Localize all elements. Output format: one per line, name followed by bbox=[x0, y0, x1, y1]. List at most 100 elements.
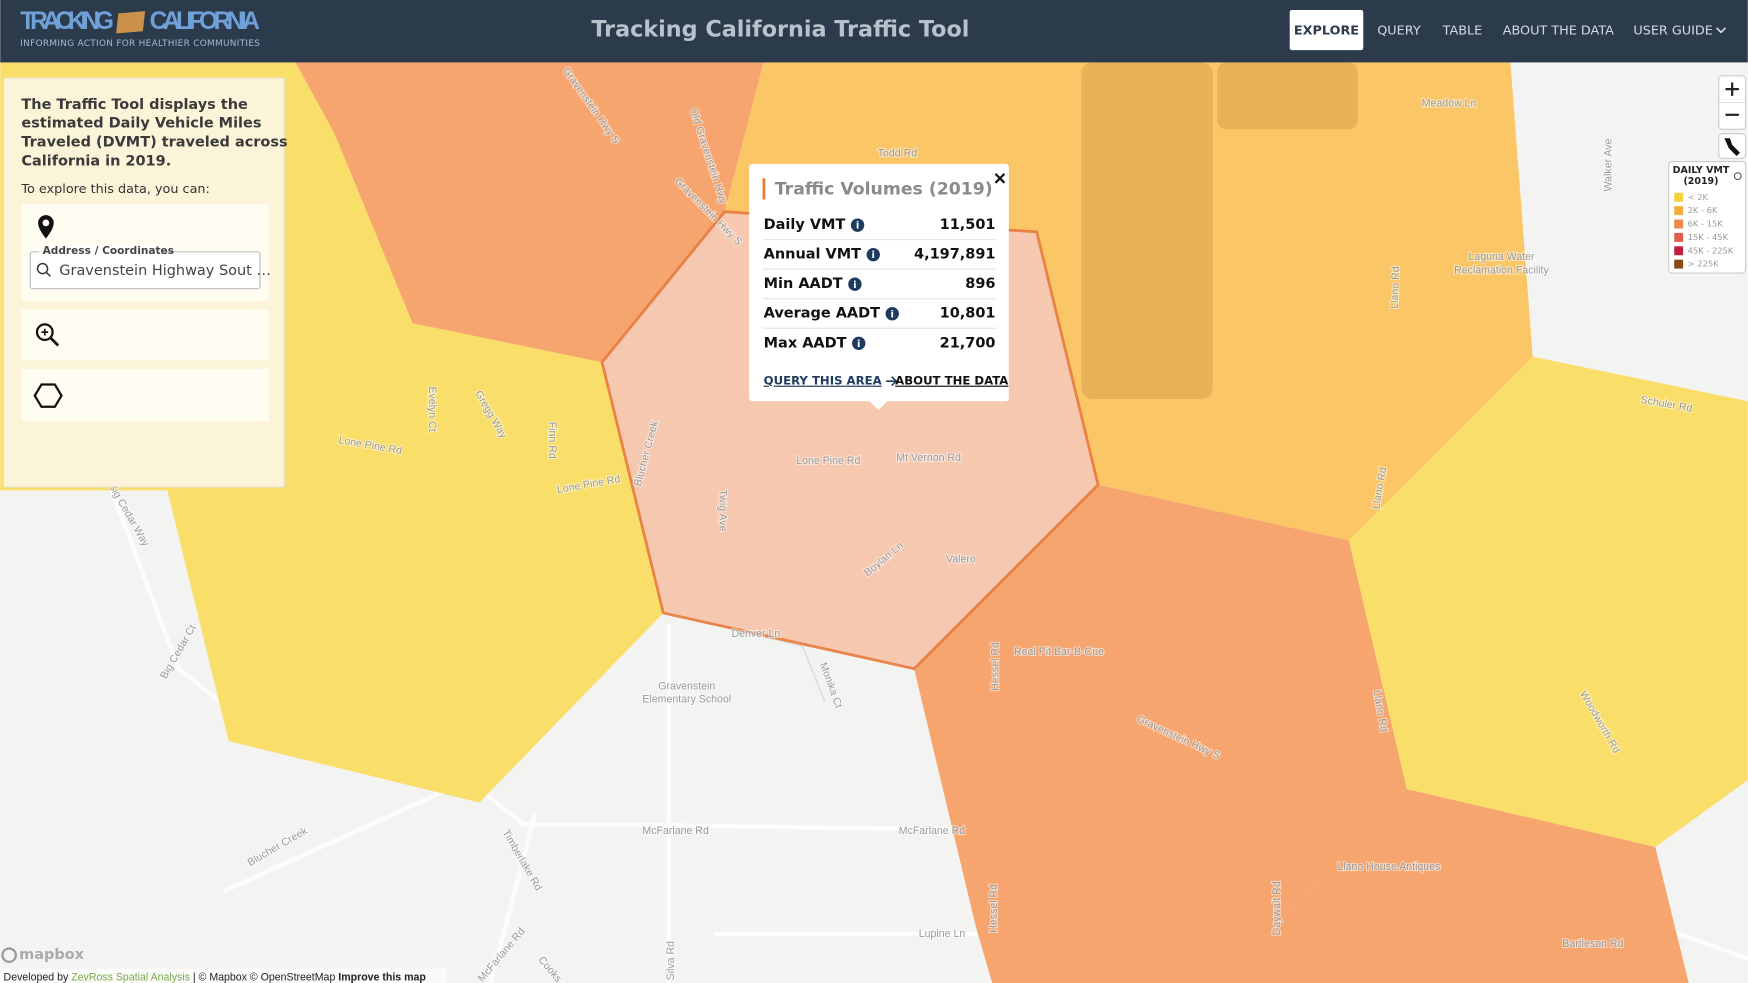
map-label: Elementary School bbox=[642, 694, 731, 706]
popup-content: Traffic Volumes (2019) Daily VMT i 11,501 An… bbox=[762, 179, 1008, 388]
zoom-icon bbox=[41, 328, 49, 336]
map-label: Daywalt Rd bbox=[1271, 881, 1283, 935]
map-label: Bartleson Rd bbox=[1562, 938, 1623, 950]
logo-tagline: INFORMING ACTION FOR HEALTHIER COMMUNITI… bbox=[20, 39, 260, 49]
hexagon[interactable] bbox=[914, 484, 1407, 983]
stat-label: Max AADT bbox=[764, 335, 847, 351]
nav-item[interactable]: ABOUT THE DATA bbox=[1503, 24, 1614, 39]
intro-text: California in 2019. bbox=[21, 154, 171, 170]
legend-label: 45K - 225K bbox=[1688, 245, 1734, 255]
map-label: Valero bbox=[946, 553, 976, 565]
hexagon[interactable] bbox=[1348, 356, 1748, 848]
map-label: Meadow Ln bbox=[1422, 97, 1477, 109]
popup-tip bbox=[869, 401, 888, 411]
prompt-text: To explore this data, you can: bbox=[20, 182, 209, 197]
legend-swatch bbox=[1674, 192, 1684, 202]
map-label: Llano House Antiques bbox=[1337, 861, 1440, 873]
zoom-icon bbox=[35, 323, 54, 342]
map-label: Twig Ave bbox=[717, 489, 729, 531]
info-icon-glyph: i bbox=[853, 280, 856, 291]
info-icon[interactable] bbox=[852, 336, 866, 350]
chevron-icon bbox=[1715, 27, 1727, 34]
map-label: Denver Ln bbox=[731, 628, 780, 640]
info-icon[interactable] bbox=[885, 307, 899, 321]
legend-swatch bbox=[1674, 259, 1684, 269]
hexagon[interactable] bbox=[1220, 789, 1689, 983]
zoom-in-button[interactable] bbox=[1725, 82, 1739, 96]
info-icon[interactable] bbox=[866, 247, 880, 262]
popup bbox=[749, 163, 1009, 402]
attribution-prefix: Developed by bbox=[4, 971, 69, 983]
stat-value: 10,801 bbox=[940, 306, 996, 322]
improve-link[interactable]: Improve this map bbox=[338, 971, 426, 983]
map-label: Real Pit Bar-B-Cue bbox=[1014, 646, 1104, 658]
intro-text: estimated Daily Vehicle Miles bbox=[21, 116, 261, 132]
map-label: Evelyn Ct bbox=[426, 386, 438, 431]
search-value[interactable]: Gravenstein Highway Sout … bbox=[59, 263, 271, 279]
map-label: Lone Pine Rd bbox=[796, 455, 860, 467]
stat-label: Min AADT bbox=[764, 276, 843, 292]
nav-item[interactable]: QUERY bbox=[1377, 24, 1421, 39]
legend-title: DAILY VMT bbox=[1673, 165, 1730, 176]
map-label: Reclamation Facility bbox=[1454, 265, 1549, 277]
map-label: Silva Rd bbox=[665, 941, 677, 981]
stat-value: 4,197,891 bbox=[914, 247, 995, 263]
map-area bbox=[1217, 62, 1358, 130]
legend-swatch bbox=[1674, 206, 1684, 216]
app-title: Tracking California Traffic Tool bbox=[591, 17, 969, 43]
tool-icon bbox=[1724, 138, 1740, 157]
stat-label: Annual VMT bbox=[764, 247, 861, 263]
map-label: McFarlane Rd bbox=[642, 825, 709, 837]
info-icon[interactable] bbox=[848, 277, 862, 291]
arrow-icon bbox=[886, 376, 898, 387]
nav-active-box[interactable] bbox=[1289, 10, 1364, 51]
info-icon-glyph: i bbox=[857, 339, 860, 350]
map-label: Laguna Water bbox=[1468, 251, 1535, 263]
mapbox-logo: mapbox bbox=[19, 947, 84, 963]
close-button[interactable] bbox=[994, 173, 1006, 184]
logo-word: TRACKING bbox=[20, 8, 114, 35]
map-label: Walker Ave bbox=[1602, 138, 1614, 191]
stat-value: 896 bbox=[965, 276, 995, 292]
nav-item[interactable]: EXPLORE bbox=[1294, 24, 1359, 39]
label-backdrop bbox=[39, 245, 165, 257]
info-icon-glyph: i bbox=[891, 309, 894, 320]
info-icon-glyph: i bbox=[872, 250, 875, 261]
legend-toggle[interactable] bbox=[1733, 172, 1742, 180]
popup-title: Traffic Volumes (2019) bbox=[775, 179, 993, 199]
nav-item[interactable]: TABLE bbox=[1442, 24, 1483, 39]
legend-label: < 2K bbox=[1688, 192, 1709, 202]
info-icon[interactable] bbox=[850, 218, 865, 232]
stat-value: 21,700 bbox=[940, 335, 996, 351]
nav-item[interactable]: USER GUIDE bbox=[1633, 24, 1713, 39]
map-label: Finn Rd bbox=[546, 422, 558, 459]
legend-label: 2K - 6K bbox=[1688, 205, 1718, 215]
legend-content: DAILY VMT(2019) < 2K 2K - 6K 6K - 15K 15K - … bbox=[1673, 165, 1734, 269]
popup-link[interactable]: ABOUT THE DATA bbox=[895, 374, 1008, 388]
logo-icon bbox=[116, 11, 146, 34]
legend-label: > 225K bbox=[1688, 259, 1720, 269]
hexagon[interactable] bbox=[295, 62, 764, 363]
stat-value: 11,501 bbox=[940, 217, 996, 233]
map-label: Llano Rd bbox=[1389, 266, 1402, 309]
attribution-bar bbox=[0, 968, 447, 983]
popup-link[interactable]: QUERY THIS AREA bbox=[764, 374, 882, 388]
info-icon-glyph: i bbox=[856, 221, 859, 232]
intro-text: Traveled (DVMT) traveled across bbox=[21, 135, 287, 151]
hexagons bbox=[0, 62, 1748, 983]
map-label: Lupine Ln bbox=[919, 928, 966, 940]
step-card[interactable] bbox=[21, 309, 269, 360]
header bbox=[0, 0, 1748, 63]
map-area bbox=[1081, 62, 1213, 399]
map-label: Mt Vernon Rd bbox=[896, 452, 961, 464]
stat-label: Daily VMT bbox=[764, 217, 846, 233]
credits[interactable]: | © Mapbox © OpenStreetMap bbox=[193, 971, 336, 983]
map-label: Todd Rd bbox=[878, 148, 918, 160]
nav: EXPLORE QUERY TABLE ABOUT THE DATA USER GUID… bbox=[1294, 24, 1713, 39]
legend-label: 6K - 15K bbox=[1688, 219, 1724, 229]
search-label: Address / Coordinates bbox=[43, 245, 174, 257]
developer-link[interactable]: ZevRoss Spatial Analysis bbox=[71, 971, 190, 983]
legend-swatch bbox=[1674, 219, 1684, 229]
step-card[interactable] bbox=[21, 368, 269, 422]
